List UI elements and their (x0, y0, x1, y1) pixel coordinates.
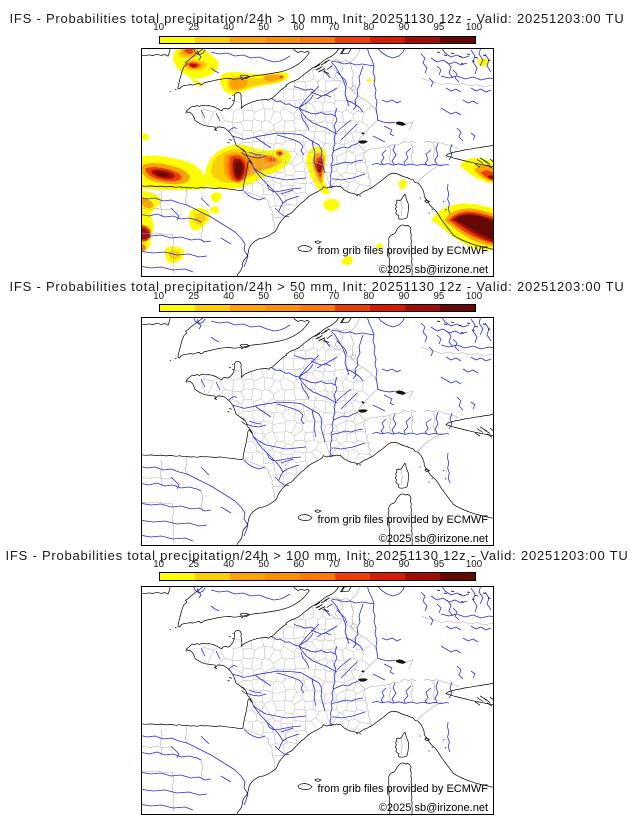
svg-text:©2025 sb@irizone.net: ©2025 sb@irizone.net (379, 533, 488, 545)
svg-text:from grib files provided by EC: from grib files provided by ECMWF (317, 245, 488, 257)
svg-text:from grib files provided by EC: from grib files provided by ECMWF (317, 783, 488, 795)
svg-text:©2025 sb@irizone.net: ©2025 sb@irizone.net (379, 264, 488, 276)
svg-text:©2025 sb@irizone.net: ©2025 sb@irizone.net (379, 802, 488, 814)
svg-text:from grib files provided by EC: from grib files provided by ECMWF (317, 514, 488, 526)
